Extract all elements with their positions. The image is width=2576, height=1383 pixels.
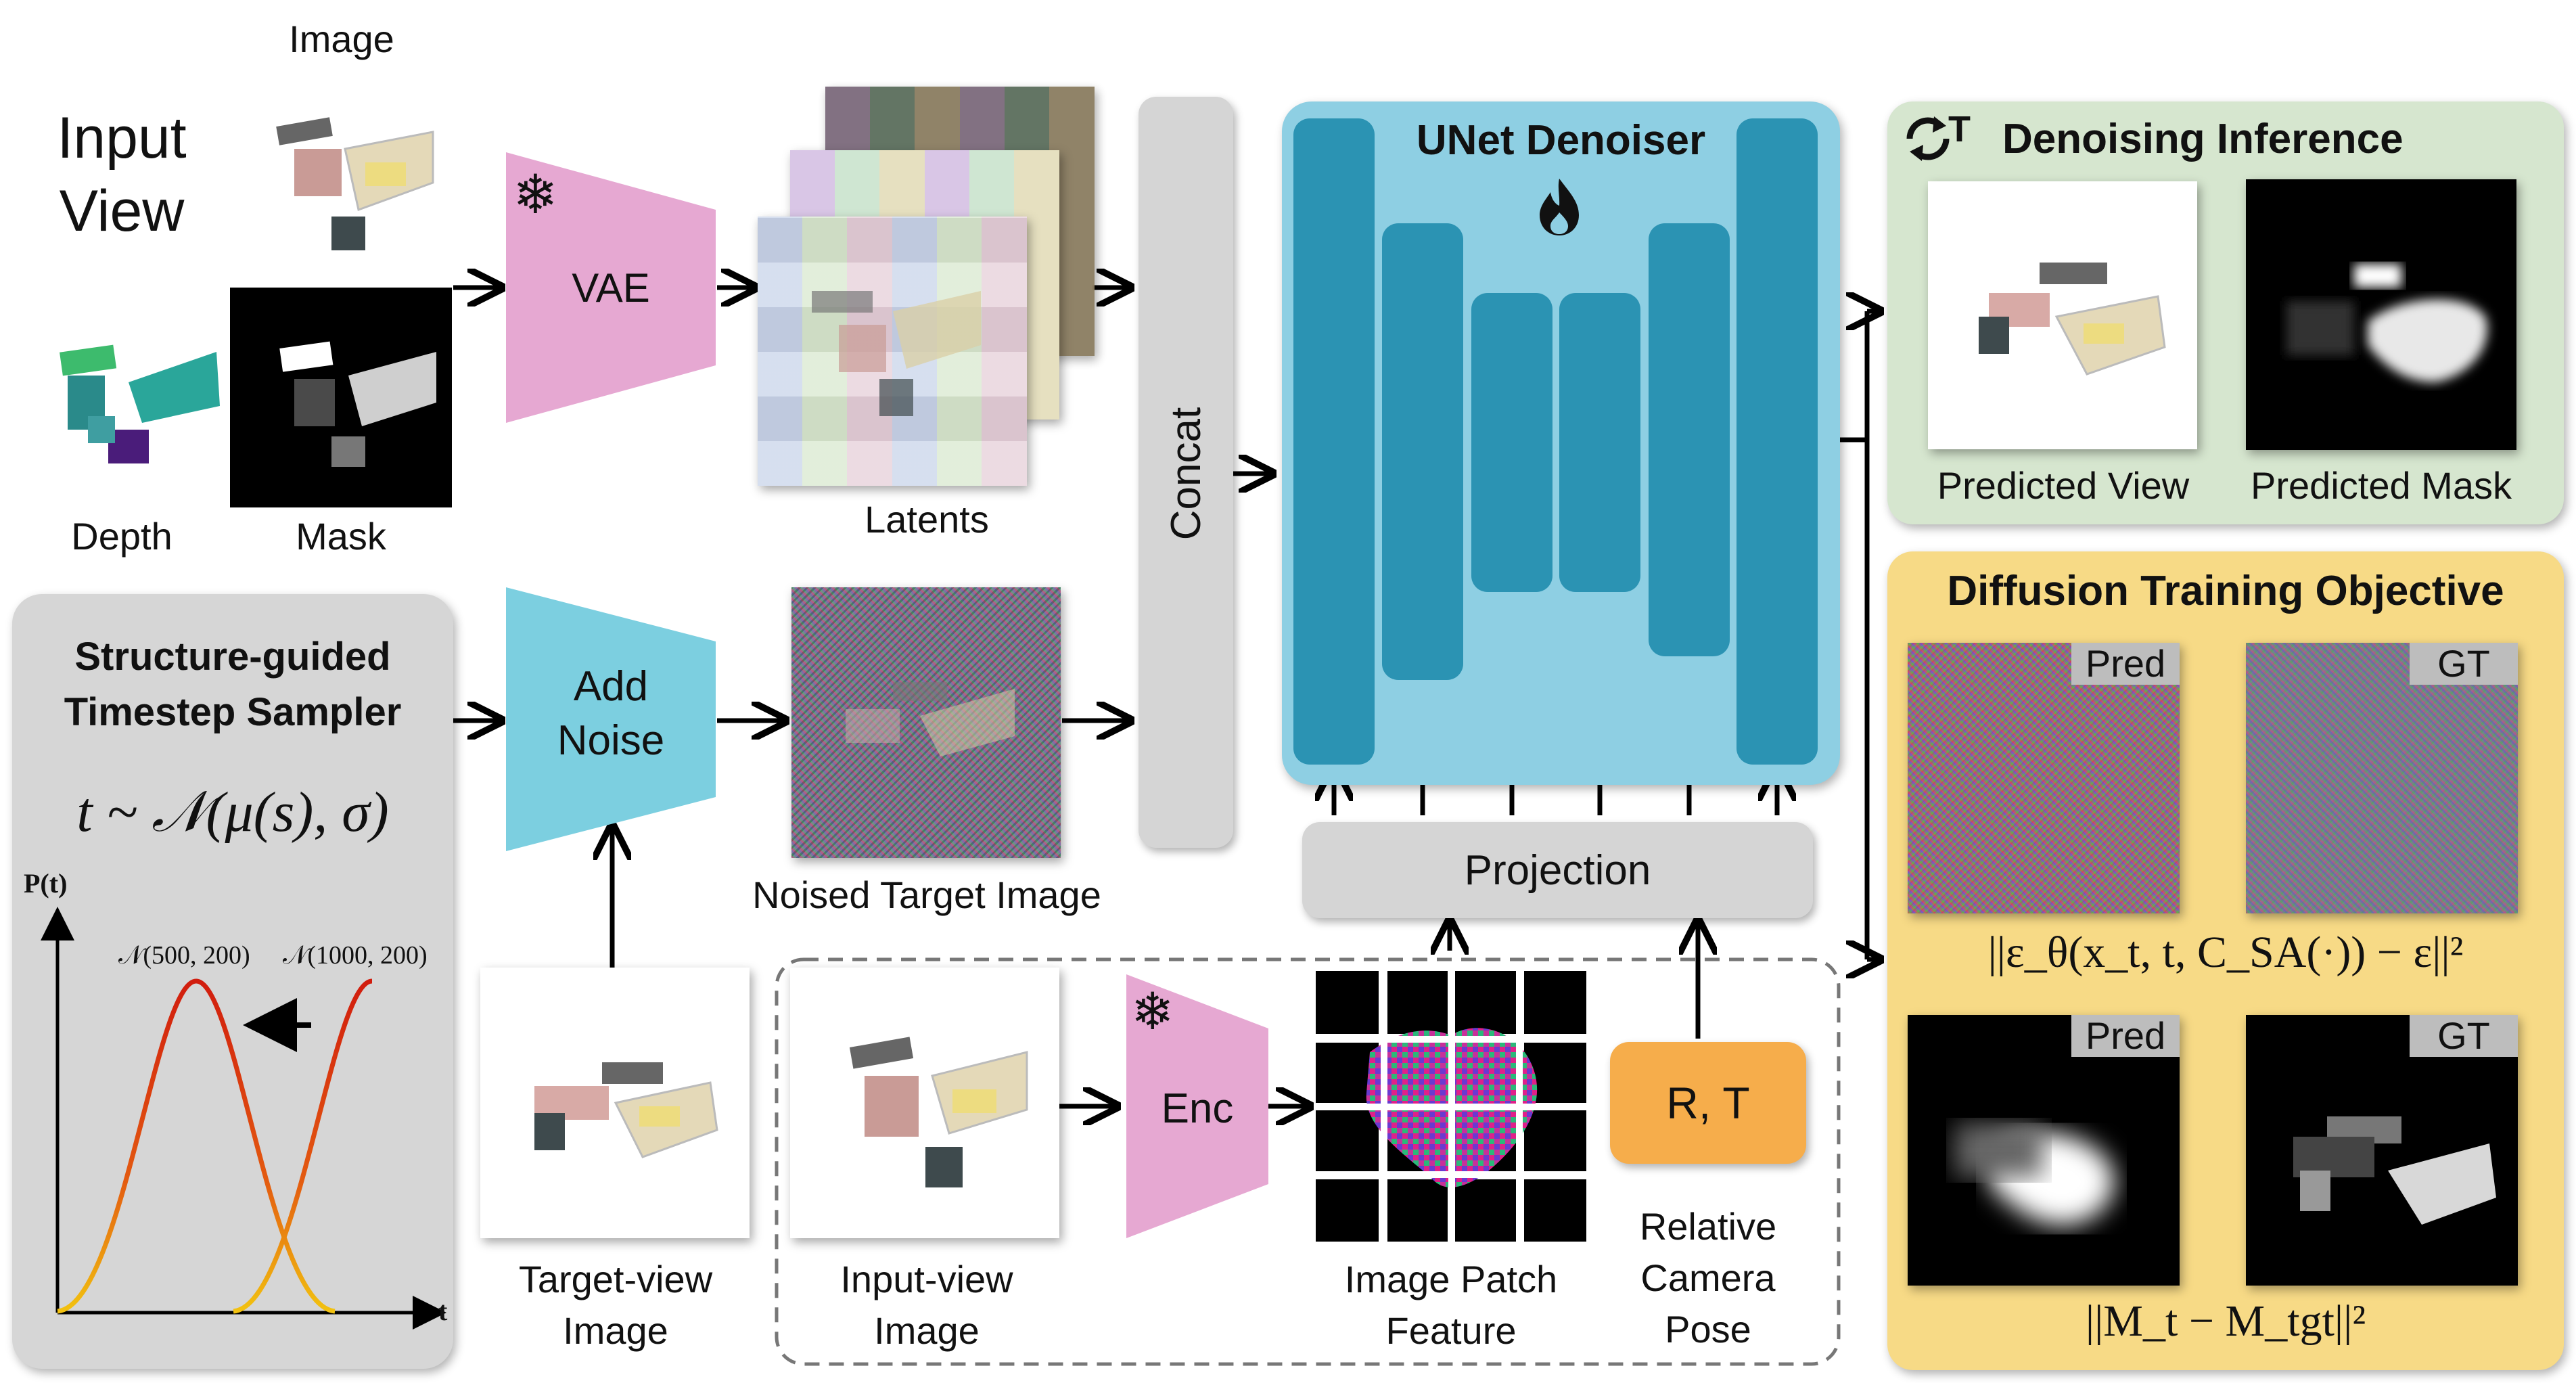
- input-view-title: Input View: [20, 101, 223, 248]
- target-view-image: [480, 968, 750, 1238]
- projection-label: Projection: [1464, 846, 1651, 894]
- latent-layer-1: [758, 217, 1027, 486]
- gt-mask-image: [2246, 1015, 2518, 1286]
- enc-block: [1126, 974, 1268, 1238]
- iteration-symbol: T: [1948, 109, 1971, 150]
- input-depth-image: [14, 288, 230, 507]
- rt-label: R, T: [1666, 1078, 1750, 1128]
- predicted-mask-image: [2246, 179, 2516, 450]
- sampler-formula: t ~ 𝒩(μ(s), σ): [76, 781, 389, 844]
- add-noise-label: Add Noise: [506, 660, 716, 768]
- input-view-scene-icon: [849, 1037, 1028, 1187]
- noised-target-label: Noised Target Image: [752, 874, 1101, 916]
- target-scene-icon: [534, 1062, 718, 1158]
- mask-loss-formula: ||M_t − M_tgt||²: [2085, 1296, 2366, 1346]
- patch-feature-label-line2: Feature: [1385, 1309, 1517, 1352]
- flame-icon: [1540, 179, 1579, 235]
- sampler-title-line2: Timestep Sampler: [64, 690, 402, 734]
- camera-pose-line1: Relative: [1639, 1205, 1777, 1248]
- timestep-sampler-panel: [12, 594, 453, 1369]
- patch-feature-blob: [1316, 971, 1586, 1242]
- patch-feature-label: Image Patch Feature: [1292, 1254, 1610, 1357]
- camera-pose-line2: Camera: [1640, 1256, 1776, 1299]
- projection-block: Projection: [1302, 822, 1813, 918]
- pred-tag-1: Pred: [2071, 643, 2180, 685]
- unet-bottleneck-block-1: [1471, 293, 1552, 592]
- gt-tag-1: GT: [2410, 643, 2518, 685]
- vae-encoder: [506, 152, 716, 423]
- input-view-image-label: Input-view Image: [771, 1254, 1082, 1357]
- predicted-view-label: Predicted View: [1937, 464, 2190, 507]
- add-noise-block: [506, 587, 716, 851]
- latents-label: Latents: [865, 498, 989, 541]
- input-view-image-label-line1: Input-view: [840, 1258, 1013, 1300]
- latent-scene-icon: [812, 291, 981, 416]
- mask-label: Mask: [296, 515, 386, 558]
- training-title: Diffusion Training Objective: [1947, 568, 2504, 614]
- unet-decoder-block-2: [1736, 118, 1818, 765]
- unet-encoder-block-2: [1382, 223, 1463, 680]
- depth-scene-icon: [60, 344, 220, 463]
- concat-label: Concat: [1162, 407, 1210, 541]
- camera-pose-label: Relative Camera Pose: [1596, 1201, 1820, 1355]
- image-label: Image: [289, 18, 394, 60]
- input-view-image-label-line2: Image: [874, 1309, 980, 1352]
- noised-scene-icon: [846, 682, 1015, 756]
- pred-mask-blob: [1955, 1123, 2115, 1225]
- sampler-title: Structure-guided Timestep Sampler: [12, 629, 453, 740]
- unet-decoder-block-1: [1649, 223, 1730, 656]
- curve-500: [57, 978, 336, 1314]
- pred-mask-image: [1908, 1015, 2180, 1286]
- x-axis-label: t: [438, 1296, 448, 1326]
- camera-pose-line3: Pose: [1665, 1308, 1751, 1351]
- predicted-mask-scene-icon: [2286, 264, 2487, 382]
- image-patch-grid: [1316, 971, 1586, 1242]
- noise-loss-formula: ||ε_θ(x_t, t, C_SA(·)) − ε||²: [1987, 928, 2464, 977]
- predicted-view-scene-icon: [1979, 263, 2166, 376]
- vae-label: VAE: [572, 265, 650, 311]
- input-view-title-line1: Input: [57, 106, 187, 171]
- gt-mask-scene-icon: [2293, 1116, 2496, 1225]
- gt-noise-image: [2246, 643, 2518, 913]
- unet-bottleneck-block-2: [1559, 293, 1640, 592]
- rt-block: R, T: [1610, 1042, 1806, 1164]
- gt-tag-2: GT: [2410, 1015, 2518, 1057]
- depth-label: Depth: [71, 515, 172, 558]
- target-view-label-line1: Target-view: [518, 1258, 713, 1300]
- pred-noise-image: [1908, 643, 2180, 913]
- predicted-mask-label: Predicted Mask: [2251, 464, 2512, 507]
- input-view-title-line2: View: [59, 179, 185, 244]
- mask-scene-icon: [279, 341, 436, 467]
- target-view-label: Target-view Image: [460, 1254, 771, 1357]
- add-noise-line1: Add: [573, 663, 649, 710]
- refresh-icon: [1906, 116, 1950, 161]
- curve-500-label: 𝒩(500, 200): [118, 941, 250, 970]
- curve-1000: [233, 978, 373, 1314]
- concat-block: [1138, 97, 1233, 848]
- unet-title: UNet Denoiser: [1416, 117, 1706, 164]
- enc-label: Enc: [1161, 1085, 1234, 1132]
- pred-tag-2: Pred: [2071, 1015, 2180, 1057]
- predicted-view-image: [1928, 181, 2197, 449]
- y-axis-label: P(t): [24, 868, 68, 899]
- input-mask-image: [230, 288, 452, 507]
- room-scene-icon: [276, 117, 434, 250]
- add-noise-line2: Noise: [557, 717, 665, 764]
- target-view-label-line2: Image: [563, 1309, 668, 1352]
- condition-encoder-group: [775, 957, 1841, 1366]
- patch-feature-label-line1: Image Patch: [1344, 1258, 1558, 1300]
- input-view-image: [790, 968, 1059, 1238]
- curve-1000-label: 𝒩(1000, 200): [283, 941, 428, 970]
- sampler-title-line1: Structure-guided: [74, 635, 391, 679]
- inference-title: Denoising Inference: [2002, 116, 2404, 162]
- noised-target-image: [791, 587, 1061, 858]
- snowflake-icon: ❄: [513, 164, 559, 225]
- timestep-distribution-plot: [41, 907, 446, 1330]
- enc-snowflake-icon: ❄: [1131, 983, 1174, 1041]
- input-rgb-image: [230, 68, 452, 288]
- unet-encoder-block-1: [1293, 118, 1375, 765]
